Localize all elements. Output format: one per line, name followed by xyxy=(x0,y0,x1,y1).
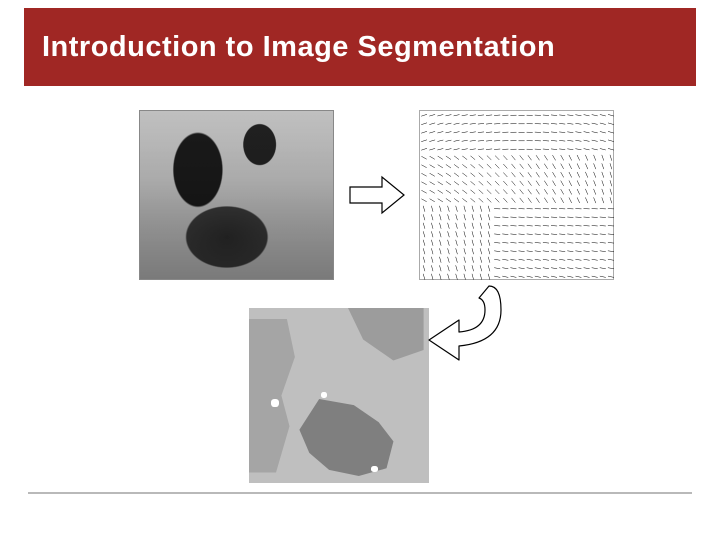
slide: Introduction to Image Segmentation xyxy=(0,0,720,540)
arrow-right-icon xyxy=(348,174,406,216)
segmentation-map xyxy=(249,308,429,483)
vector-field xyxy=(419,110,614,280)
input-photo xyxy=(139,110,334,280)
footer-rule xyxy=(28,492,692,494)
arrow-curved-icon xyxy=(419,280,509,370)
slide-title: Introduction to Image Segmentation xyxy=(42,31,555,64)
title-bar: Introduction to Image Segmentation xyxy=(24,8,696,86)
diagram-area xyxy=(24,100,696,490)
